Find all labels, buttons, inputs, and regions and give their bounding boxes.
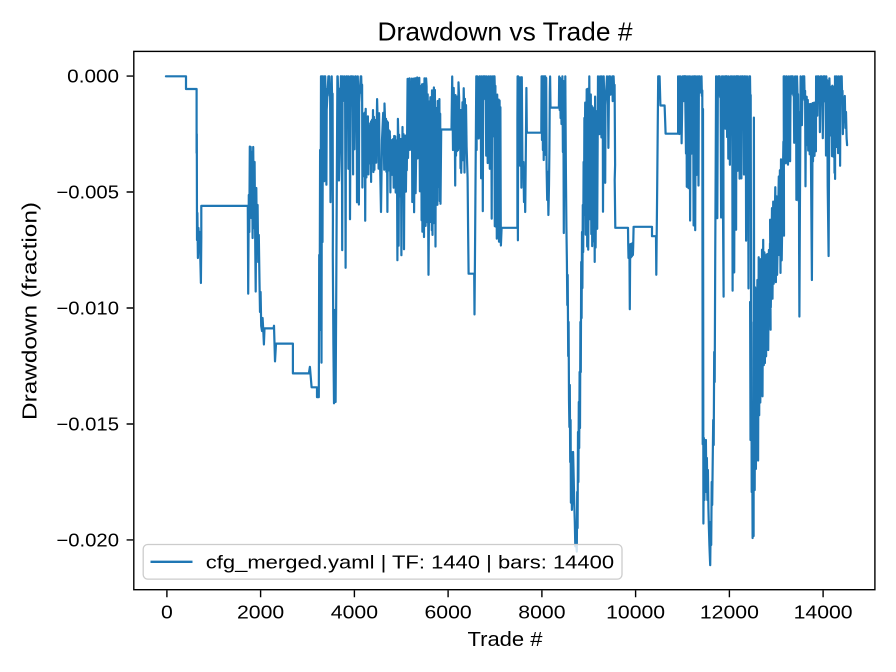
svg-text:cfg_merged.yaml | TF: 1440 | b: cfg_merged.yaml | TF: 1440 | bars: 14400: [206, 551, 614, 573]
svg-text:−0.020: −0.020: [56, 530, 119, 551]
svg-text:14000: 14000: [794, 602, 853, 623]
svg-text:−0.015: −0.015: [56, 414, 119, 435]
svg-text:10000: 10000: [606, 602, 665, 623]
svg-text:8000: 8000: [518, 602, 565, 623]
svg-text:Drawdown (fraction): Drawdown (fraction): [19, 202, 42, 420]
svg-text:−0.010: −0.010: [56, 298, 119, 319]
svg-text:Drawdown vs Trade #: Drawdown vs Trade #: [378, 19, 634, 47]
svg-text:12000: 12000: [700, 602, 759, 623]
svg-text:0: 0: [161, 602, 173, 623]
svg-text:0.000: 0.000: [67, 66, 119, 87]
svg-text:Trade #: Trade #: [468, 628, 544, 651]
svg-text:2000: 2000: [237, 602, 284, 623]
svg-text:−0.005: −0.005: [56, 182, 119, 203]
svg-text:4000: 4000: [331, 602, 378, 623]
svg-text:6000: 6000: [425, 602, 472, 623]
